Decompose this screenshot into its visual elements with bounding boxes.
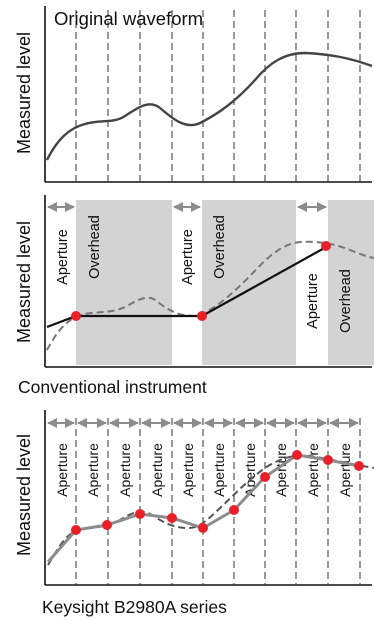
y-axis-label: Measured level [14,434,34,556]
aperture-label: Aperture [305,273,321,329]
panel-caption: Keysight B2980A series [42,597,227,617]
sample-point [260,472,270,482]
overhead-region [76,200,172,365]
sample-point [198,523,208,533]
aperture-label: Aperture [55,229,71,285]
dashed-gridlines [75,418,361,585]
aperture-label: Aperture [305,443,321,497]
panel-original [44,6,373,183]
panel-conventional: Aperture Overhead Aperture Overhead Aper… [44,195,374,368]
aperture-label: Aperture [85,443,101,497]
overhead-label: Overhead [212,215,228,279]
sample-point [197,311,207,321]
measured-level-line [46,245,329,329]
sample-points [71,450,364,535]
sample-point [292,450,302,460]
aperture-labels: Aperture Aperture Aperture Aperture Aper… [54,443,353,497]
original-waveform-line [45,51,373,161]
sample-point [71,525,81,535]
dashed-gridlines [75,10,361,182]
aperture-label: Aperture [337,443,353,497]
overhead-label: Overhead [338,269,354,333]
sample-point [71,311,81,321]
sample-point [229,505,239,515]
y-axis-label: Measured level [14,32,34,154]
sample-point [167,513,177,523]
sample-point [354,461,364,471]
y-axis-label: Measured level [14,221,34,343]
panel-caption: Conventional instrument [18,377,207,397]
sample-point [135,509,145,519]
aperture-label: Aperture [242,443,258,497]
sample-point [321,241,331,251]
aperture-label: Aperture [180,229,196,285]
aperture-label: Aperture [180,443,196,497]
sample-point [323,455,333,465]
panel-title: Original waveform [54,8,204,29]
overhead-region [328,200,374,365]
panel-b2980: Aperture Aperture Aperture Aperture Aper… [44,410,374,586]
aperture-label: Aperture [273,443,289,497]
aperture-label: Aperture [211,443,227,497]
aperture-label: Aperture [54,443,70,497]
aperture-label: Aperture [149,443,165,497]
overhead-label: Overhead [87,215,103,279]
overhead-region [202,200,296,365]
sample-point [102,520,112,530]
aperture-label: Aperture [117,443,133,497]
